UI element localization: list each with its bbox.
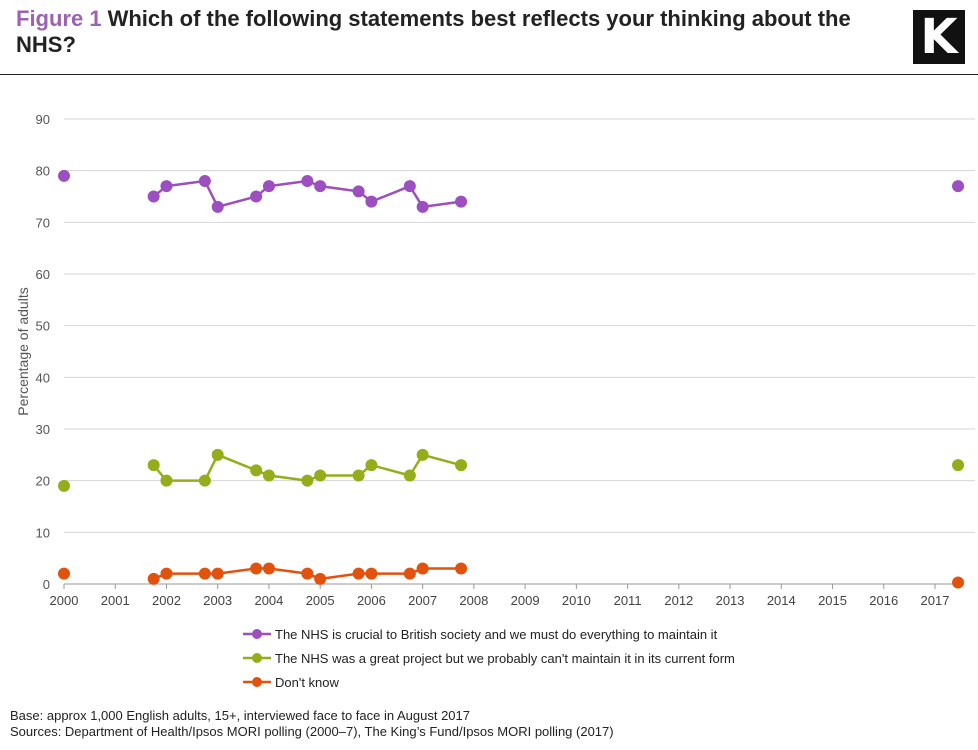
data-point <box>160 474 173 487</box>
data-point <box>403 180 416 193</box>
x-tick-label: 2014 <box>767 593 796 608</box>
legend-entry-label: Don't know <box>275 675 340 690</box>
data-point <box>952 180 965 193</box>
data-point <box>262 180 275 193</box>
data-point <box>250 190 263 203</box>
legend-swatch-marker <box>252 677 262 687</box>
y-tick-label: 30 <box>36 422 50 437</box>
x-tick-label: 2015 <box>818 593 847 608</box>
data-point <box>262 469 275 482</box>
y-tick-label: 60 <box>36 267 50 282</box>
line-chart: 0 10 20 30 40 50 60 70 80 90 2000 2001 2002 2003 2004 2… <box>15 112 975 690</box>
x-tick-label: 2010 <box>562 593 591 608</box>
data-point <box>301 567 314 580</box>
x-tick-label: 2000 <box>50 593 79 608</box>
x-tick-label: 2004 <box>254 593 283 608</box>
x-tick-label: 2008 <box>459 593 488 608</box>
x-tick-label: 2003 <box>203 593 232 608</box>
data-point <box>58 479 70 492</box>
base-note: Base: approx 1,000 English adults, 15+, … <box>10 708 471 723</box>
kings-fund-logo: K <box>913 10 965 64</box>
data-point <box>301 175 314 187</box>
x-tick-label: 2017 <box>921 593 950 608</box>
data-point <box>314 469 327 482</box>
sources-note: Sources: Department of Health/Ipsos MORI… <box>10 724 614 739</box>
data-point <box>365 567 378 580</box>
data-point <box>198 175 211 187</box>
legend-entry-label: The NHS is crucial to British society an… <box>275 627 718 642</box>
y-tick-label: 90 <box>36 112 50 127</box>
data-point <box>198 474 211 487</box>
x-tick-label: 2012 <box>664 593 693 608</box>
legend-swatch-marker <box>252 653 262 663</box>
legend-entry-label: The NHS was a great project but we proba… <box>275 651 735 666</box>
figure-title: Figure 1 Which of the following statement… <box>16 6 876 58</box>
y-tick-label: 40 <box>36 370 50 385</box>
legend-swatch-marker <box>252 629 262 639</box>
y-tick-label: 70 <box>36 215 50 230</box>
data-point <box>403 567 416 580</box>
data-point <box>352 469 365 482</box>
data-point <box>365 195 378 208</box>
data-point <box>250 562 263 575</box>
figure-title-text: Which of the following statements best r… <box>16 6 851 57</box>
data-point <box>301 474 314 487</box>
x-tick-label: 2006 <box>357 593 386 608</box>
data-point <box>314 572 327 585</box>
data-point <box>403 469 416 482</box>
x-tick-label: 2009 <box>511 593 540 608</box>
data-point <box>455 459 468 472</box>
data-point <box>250 464 263 477</box>
data-point <box>416 200 429 213</box>
data-point <box>314 180 327 193</box>
y-tick-label: 10 <box>36 525 50 540</box>
data-point <box>147 572 160 585</box>
data-point <box>211 448 224 461</box>
data-point <box>160 180 173 193</box>
figure-label: Figure 1 <box>16 6 102 31</box>
data-point <box>416 448 429 461</box>
data-point <box>147 459 160 472</box>
y-axis-label: Percentage of adults <box>15 287 31 415</box>
x-tick-label: 2005 <box>306 593 335 608</box>
data-point <box>262 562 275 575</box>
data-point <box>455 562 468 575</box>
data-point <box>160 567 173 580</box>
data-point <box>365 459 378 472</box>
data-point <box>352 567 365 580</box>
chart-notes: Base: approx 1,000 English adults, 15+, … <box>10 708 614 740</box>
x-tick-label: 2016 <box>869 593 898 608</box>
x-tick-label: 2002 <box>152 593 181 608</box>
data-point <box>211 200 224 213</box>
y-tick-label: 0 <box>43 577 50 592</box>
x-tick-label: 2007 <box>408 593 437 608</box>
x-tick-label: 2013 <box>716 593 745 608</box>
data-point <box>952 576 965 589</box>
data-point <box>952 459 965 472</box>
y-tick-label: 80 <box>36 164 50 179</box>
data-point <box>352 185 365 198</box>
data-point <box>416 562 429 575</box>
x-tick-label: 2011 <box>614 593 642 608</box>
data-point <box>58 567 70 580</box>
data-point <box>198 567 211 580</box>
data-point <box>147 190 160 203</box>
y-tick-label: 50 <box>36 319 50 334</box>
data-point <box>455 195 468 208</box>
y-tick-label: 20 <box>36 474 50 489</box>
data-point <box>58 169 70 182</box>
x-tick-label: 2001 <box>101 593 130 608</box>
figure-header: Figure 1 Which of the following statement… <box>0 0 978 75</box>
data-point <box>211 567 224 580</box>
